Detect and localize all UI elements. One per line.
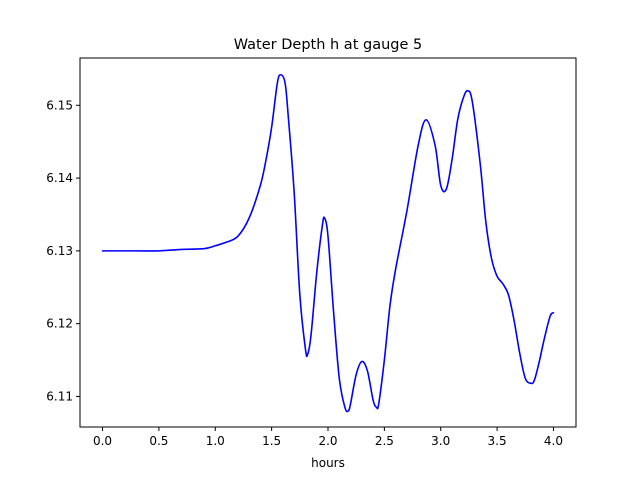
y-axis: 6.11 6.12 6.13 6.14 6.15 xyxy=(46,98,80,403)
x-axis-label: hours xyxy=(311,456,345,470)
x-tick-label: 2.0 xyxy=(318,434,337,448)
plot-area xyxy=(101,73,555,413)
y-tick-label: 6.14 xyxy=(46,171,73,185)
x-tick-label: 0.0 xyxy=(93,434,112,448)
y-tick-label: 6.12 xyxy=(46,317,73,331)
x-tick-label: 3.0 xyxy=(431,434,450,448)
y-tick-label: 6.11 xyxy=(46,389,73,403)
x-tick-label: 1.5 xyxy=(262,434,281,448)
y-tick-label: 6.13 xyxy=(46,244,73,258)
y-tick-label: 6.15 xyxy=(46,98,73,112)
x-axis: 0.0 0.5 1.0 1.5 2.0 2.5 3.0 3.5 4.0 xyxy=(93,427,563,448)
plot-frame xyxy=(79,57,577,428)
x-tick-label: 2.5 xyxy=(375,434,394,448)
series-line-gauge-5 xyxy=(101,73,555,413)
x-tick-label: 4.0 xyxy=(544,434,563,448)
x-tick-label: 1.0 xyxy=(206,434,225,448)
chart-title: Water Depth h at gauge 5 xyxy=(234,37,422,53)
x-tick-label: 3.5 xyxy=(488,434,507,448)
x-tick-label: 0.5 xyxy=(149,434,168,448)
